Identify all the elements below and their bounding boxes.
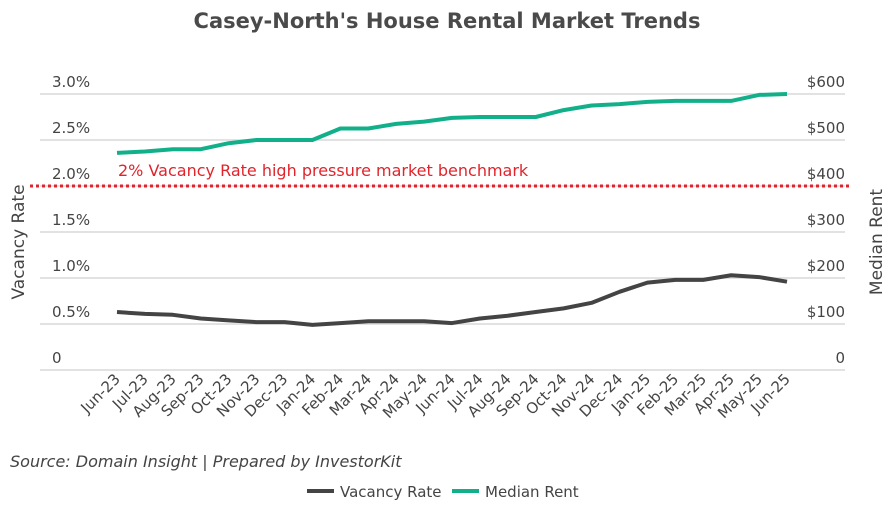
- y-axis-left-label: Vacancy Rate: [9, 184, 29, 299]
- y-tick-left: 2.5%: [52, 119, 90, 137]
- source-note: Source: Domain Insight | Prepared by Inv…: [10, 452, 402, 471]
- y-tick-left: 1.0%: [52, 257, 90, 275]
- y-axis-right-label: Median Rent: [867, 189, 887, 296]
- y-tick-right: $100: [807, 303, 845, 321]
- legend: Vacancy Rate Median Rent: [307, 483, 579, 501]
- y-tick-right: $500: [807, 119, 845, 137]
- y-tick-left: 3.0%: [52, 73, 90, 91]
- series-line-median-rent: [117, 94, 787, 153]
- chart-title: Casey-North's House Rental Market Trends: [194, 9, 701, 33]
- y-tick-right: $300: [807, 211, 845, 229]
- y-tick-right: $600: [807, 73, 845, 91]
- y-tick-right: $400: [807, 165, 845, 183]
- legend-label-rent: Median Rent: [485, 483, 579, 501]
- legend-label-vacancy: Vacancy Rate: [340, 483, 442, 501]
- y-tick-right: $200: [807, 257, 845, 275]
- y-tick-right: 0: [835, 349, 845, 367]
- series-line-vacancy-rate: [117, 275, 787, 325]
- y-tick-left: 0.5%: [52, 303, 90, 321]
- y-tick-left: 2.0%: [52, 165, 90, 183]
- y-tick-left: 1.5%: [52, 211, 90, 229]
- benchmark-label: 2% Vacancy Rate high pressure market ben…: [118, 161, 529, 180]
- y-tick-left: 0: [52, 349, 62, 367]
